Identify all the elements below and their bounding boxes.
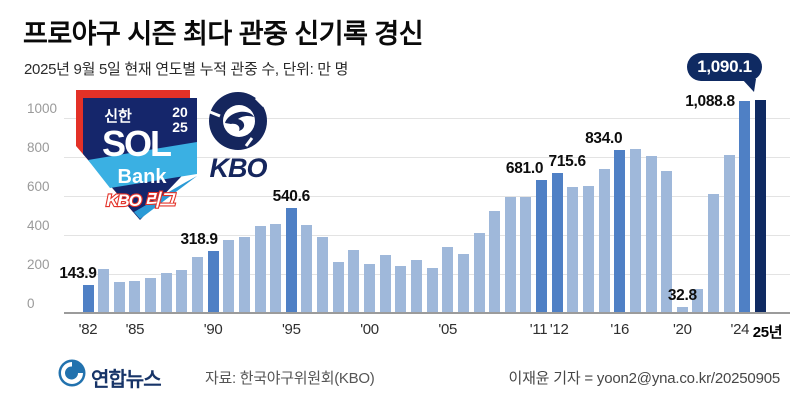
yonhap-brand-text: 연합뉴스 bbox=[91, 369, 162, 391]
value-label-2024: 1,088.8 bbox=[685, 93, 735, 110]
page-title: 프로야구 시즌 최다 관중 신기록 경신 bbox=[23, 19, 424, 49]
x-tick-2005: '05 bbox=[438, 321, 458, 338]
value-label-1995: 540.6 bbox=[272, 187, 311, 205]
bar-1982 bbox=[82, 284, 94, 313]
bar-2025 bbox=[755, 100, 767, 313]
bar-2014 bbox=[582, 186, 594, 313]
kbo-emblem-logo: KBO bbox=[209, 92, 268, 183]
bar-1998 bbox=[332, 261, 344, 313]
y-tick-label-600: 600 bbox=[27, 179, 50, 194]
bar-1984 bbox=[113, 282, 125, 313]
bar-2019 bbox=[661, 170, 673, 313]
x-tick-2024: '24 bbox=[730, 321, 750, 338]
gridline-400 bbox=[64, 235, 790, 236]
y-tick-label-200: 200 bbox=[27, 257, 50, 272]
bar-1994 bbox=[270, 224, 282, 313]
bar-2017 bbox=[629, 149, 641, 313]
bar-1989 bbox=[191, 256, 203, 313]
bar-2007 bbox=[473, 232, 485, 313]
bar-2016 bbox=[614, 150, 626, 313]
yonhap-globe-icon bbox=[58, 359, 86, 387]
logo-cyan-triangle bbox=[134, 176, 197, 219]
kbo-swirl-wave bbox=[225, 111, 254, 131]
x-tick-2012: '12 bbox=[549, 321, 569, 338]
value-label-2012: 715.6 bbox=[548, 153, 587, 171]
bar-1991 bbox=[223, 240, 235, 313]
bar-1988 bbox=[176, 270, 188, 313]
bar-2022 bbox=[708, 194, 720, 313]
y-tick-label-0: 0 bbox=[27, 296, 35, 311]
bar-2003 bbox=[410, 259, 422, 313]
logo-sol-text: SOL bbox=[102, 123, 171, 164]
callout-bubble-tail bbox=[742, 79, 756, 92]
bar-1995 bbox=[285, 207, 297, 313]
gridline-800 bbox=[64, 157, 790, 158]
bar-2013 bbox=[567, 187, 579, 313]
x-tick-1982: '82 bbox=[78, 321, 98, 338]
value-label-1982: 143.9 bbox=[59, 264, 97, 282]
bar-1986 bbox=[145, 277, 157, 313]
kbo-swirl-notches bbox=[209, 96, 266, 147]
logo-year-bottom: 25 bbox=[172, 119, 188, 135]
bar-2010 bbox=[520, 197, 532, 313]
bar-1985 bbox=[129, 281, 141, 313]
page-subtitle: 2025년 9월 5일 현재 연도별 누적 관중 수, 단위: 만 명 bbox=[24, 61, 349, 78]
reporter-byline: 이재윤 기자 = yoon2@yna.co.kr/20250905 bbox=[508, 370, 780, 387]
bar-2005 bbox=[442, 246, 454, 313]
y-tick-label-800: 800 bbox=[27, 140, 50, 155]
bar-1993 bbox=[254, 226, 266, 313]
bar-2000 bbox=[364, 264, 376, 313]
bar-1987 bbox=[160, 272, 172, 313]
x-tick-1985: '85 bbox=[125, 321, 145, 338]
logo-cyan-band bbox=[88, 142, 197, 188]
callout-bubble-2025: 1,090.1 bbox=[687, 53, 762, 81]
y-tick-label-400: 400 bbox=[27, 218, 50, 233]
bar-2006 bbox=[457, 253, 469, 313]
data-source-text: 자료: 한국야구위원회(KBO) bbox=[205, 370, 375, 387]
x-tick-1995: '95 bbox=[281, 321, 301, 338]
value-label-2016: 834.0 bbox=[585, 130, 623, 148]
logo-bank-text: Bank bbox=[118, 166, 168, 188]
shinhan-sol-bank-kbo-league-logo: 신한 20 25 SOL Bank KBO 리그 bbox=[76, 90, 197, 220]
bar-2002 bbox=[395, 266, 407, 313]
gridline-600 bbox=[64, 196, 790, 197]
value-label-1990: 318.9 bbox=[180, 230, 218, 248]
bar-2018 bbox=[645, 155, 657, 313]
x-tick-2020: '20 bbox=[672, 321, 692, 338]
bar-2011 bbox=[536, 180, 548, 313]
bar-1990 bbox=[207, 250, 219, 313]
bar-2015 bbox=[598, 169, 610, 313]
logo-kbo-league-text: KBO 리그 bbox=[106, 191, 176, 210]
x-tick-2011: '11 bbox=[529, 321, 548, 338]
bar-2023 bbox=[723, 154, 735, 313]
x-tick-1990: '90 bbox=[203, 321, 223, 338]
y-tick-label-1000: 1000 bbox=[27, 101, 58, 116]
bar-2008 bbox=[489, 210, 501, 313]
logo-shinhan-text: 신한 bbox=[104, 108, 132, 125]
x-tick-2025: 25년 bbox=[752, 324, 783, 341]
x-tick-2000: '00 bbox=[360, 321, 379, 338]
bar-1999 bbox=[348, 250, 360, 313]
bar-2012 bbox=[551, 173, 563, 313]
bar-2009 bbox=[504, 197, 516, 313]
value-label-2011: 681.0 bbox=[505, 160, 544, 178]
kbo-wordmark: KBO bbox=[210, 153, 268, 183]
bar-1983 bbox=[98, 269, 110, 313]
bar-2001 bbox=[379, 254, 391, 313]
value-label-2020: 32.8 bbox=[667, 286, 697, 304]
bar-2004 bbox=[426, 267, 438, 313]
logo-year-top: 20 bbox=[172, 104, 188, 120]
bar-1996 bbox=[301, 225, 313, 313]
bar-2024 bbox=[739, 100, 751, 313]
bar-1992 bbox=[238, 237, 250, 313]
bar-2020 bbox=[676, 306, 688, 313]
bar-1997 bbox=[317, 236, 329, 313]
bar-2021 bbox=[692, 289, 704, 313]
x-tick-2016: '16 bbox=[610, 321, 630, 338]
gridline-1000 bbox=[64, 118, 790, 119]
x-axis-baseline bbox=[64, 312, 790, 314]
